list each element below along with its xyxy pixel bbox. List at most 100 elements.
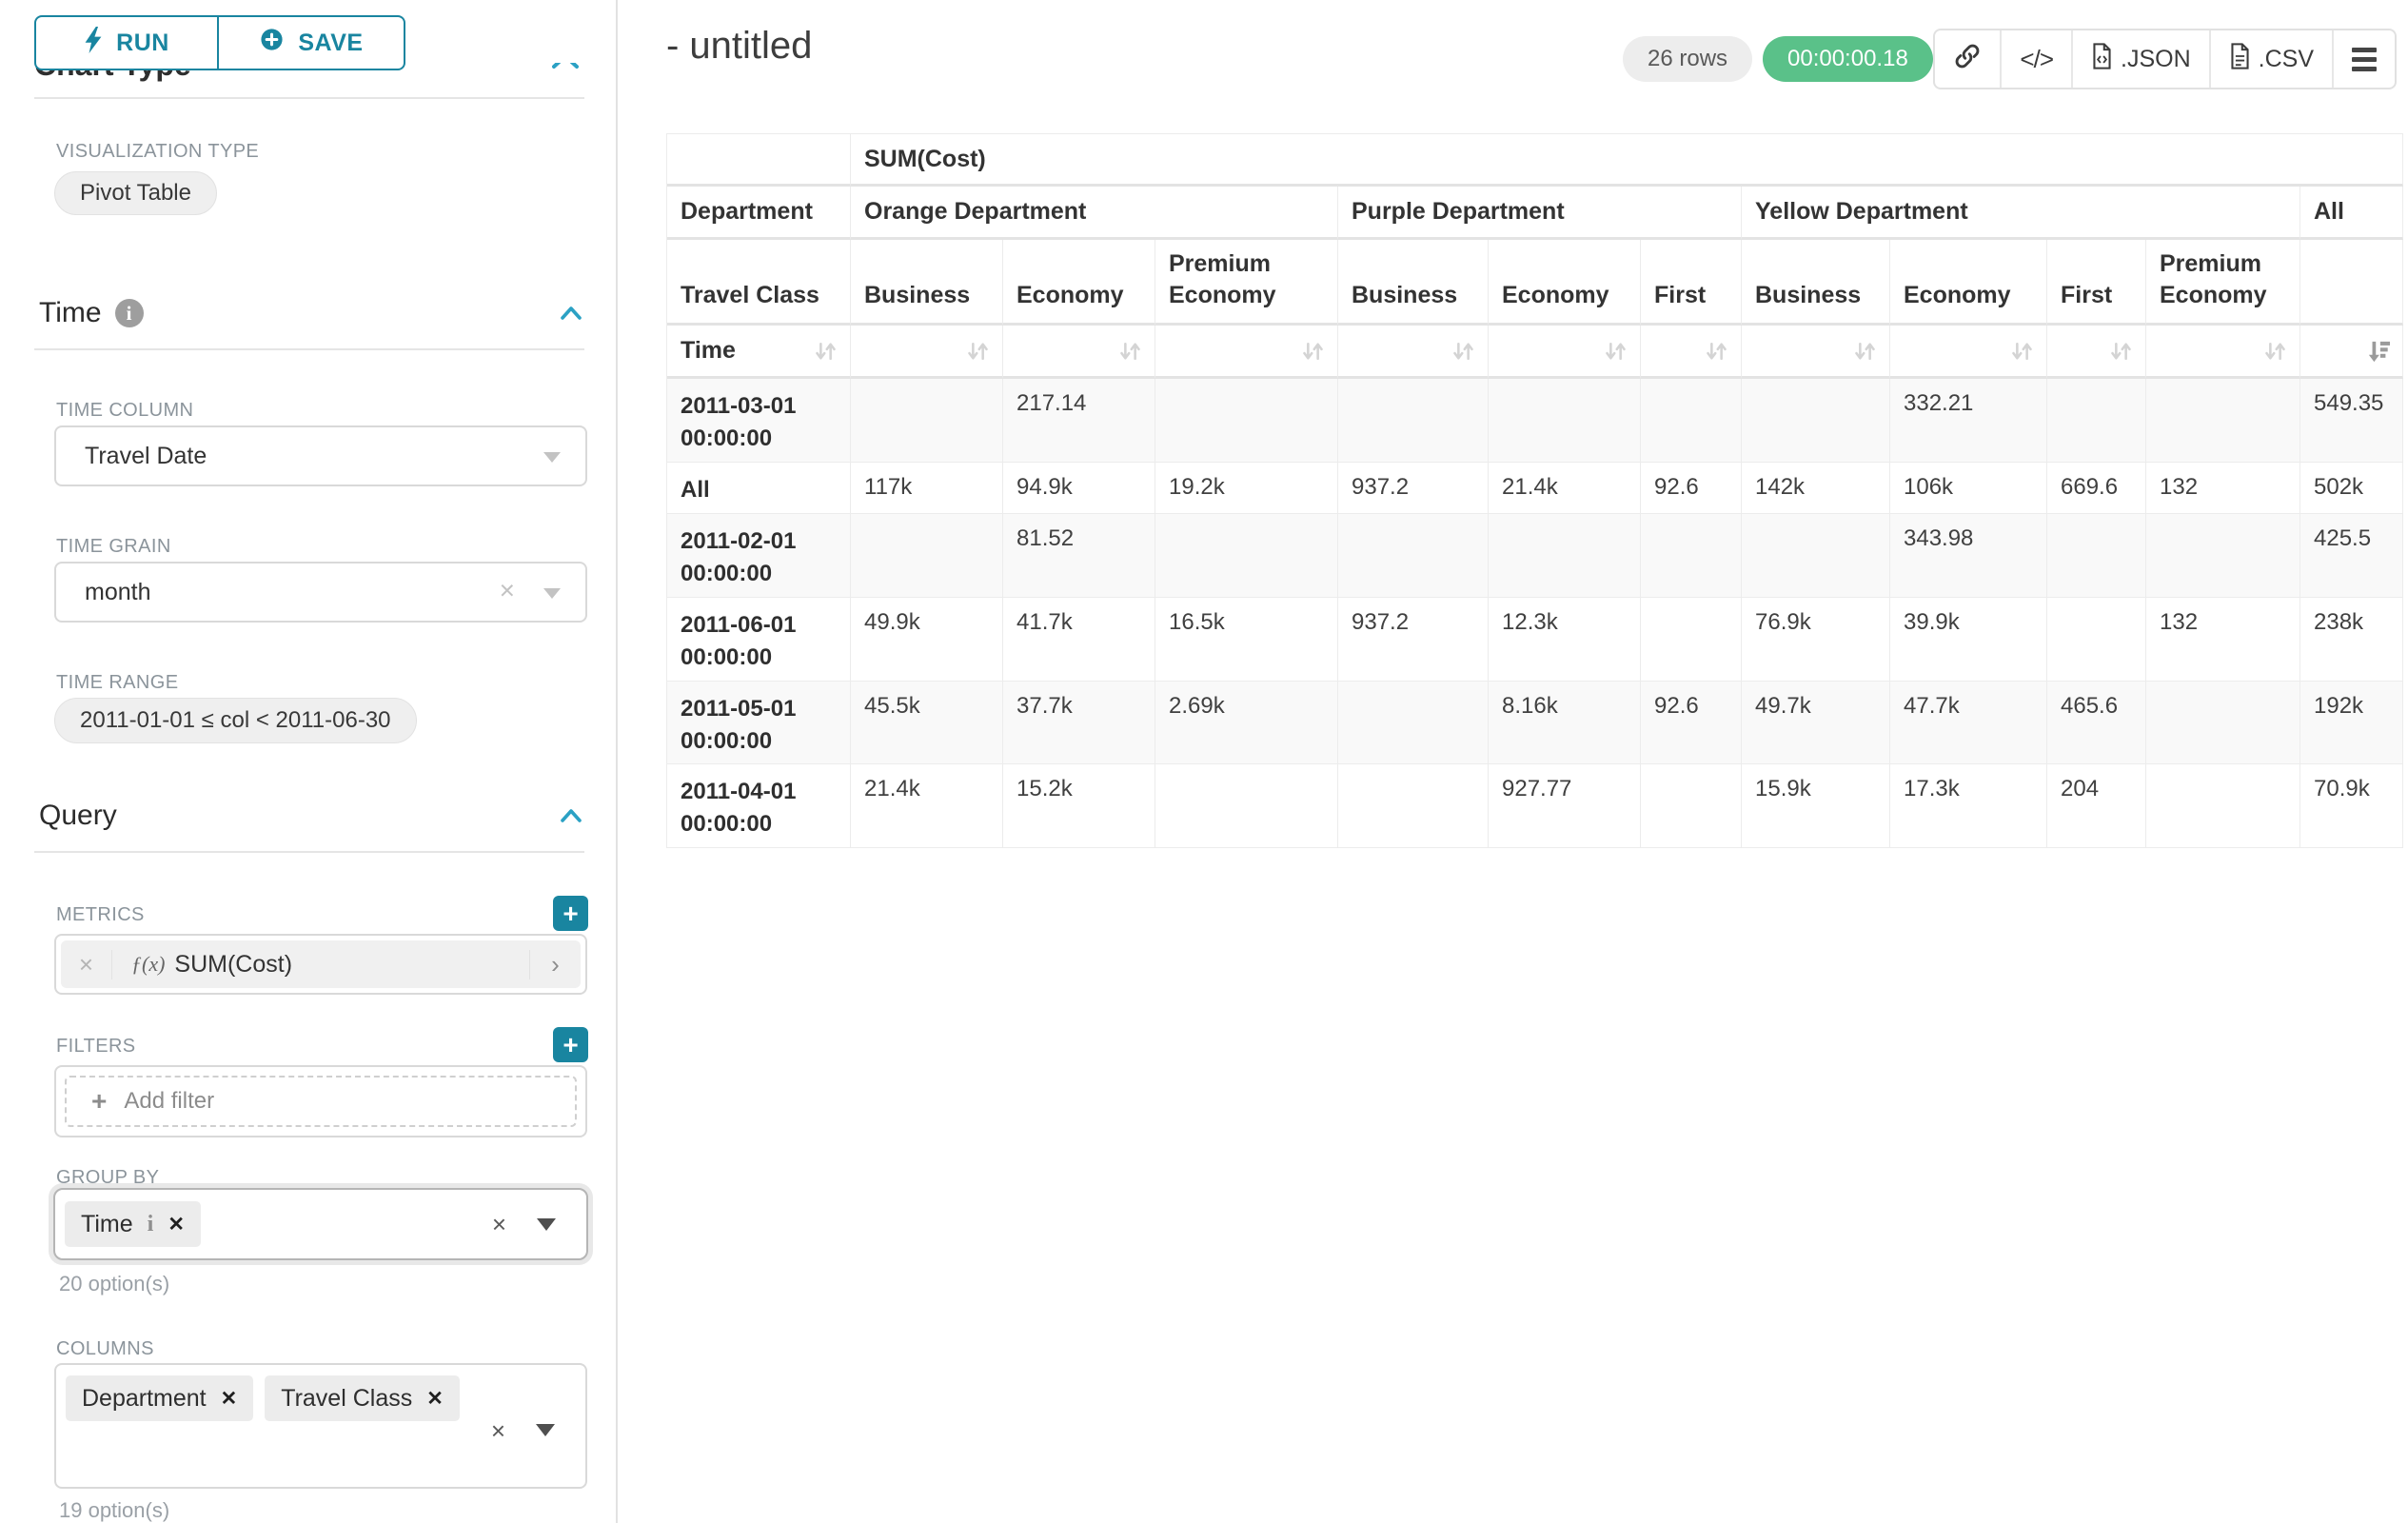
group-by-chip-time[interactable]: Time i ✕ <box>65 1201 201 1247</box>
time-range-pill[interactable]: 2011-01-01 ≤ col < 2011-06-30 <box>54 698 417 743</box>
columns-select[interactable]: Department ✕ Travel Class ✕ × <box>54 1363 587 1489</box>
query-section-header[interactable]: Query <box>39 800 117 831</box>
pivot-cell: 37.7k <box>1003 682 1155 764</box>
info-icon: i <box>114 299 144 327</box>
pivot-row-header: 2011-02-01 00:00:00 <box>667 514 851 598</box>
add-metric-button[interactable]: + <box>553 896 588 931</box>
pivot-sort-header[interactable] <box>1489 326 1641 379</box>
pivot-cell: 21.4k <box>851 764 1003 848</box>
more-options-button[interactable] <box>2332 30 2395 88</box>
chevron-up-icon[interactable] <box>544 63 586 70</box>
columns-chip-travel-class[interactable]: Travel Class ✕ <box>265 1375 460 1421</box>
copy-link-button[interactable] <box>1935 30 2000 88</box>
time-grain-select[interactable]: month × <box>54 562 587 623</box>
clear-icon[interactable]: × <box>499 575 515 605</box>
metric-chip[interactable]: × ƒ(x) SUM(Cost) › <box>61 940 581 988</box>
group-by-select[interactable]: Time i ✕ × <box>53 1188 588 1260</box>
pivot-sort-header[interactable] <box>1890 326 2047 379</box>
pivot-cell <box>1742 514 1890 598</box>
pivot-group-header: Yellow Department <box>1742 187 2300 240</box>
pivot-cell: 19.2k <box>1155 463 1338 514</box>
pivot-cell <box>1742 379 1890 463</box>
pivot-sort-header[interactable] <box>2146 326 2300 379</box>
sort-arrows-icon[interactable] <box>2262 340 2288 363</box>
pivot-cell <box>1155 764 1338 848</box>
columns-option-count: 19 option(s) <box>59 1498 170 1522</box>
sort-arrows-icon[interactable] <box>1704 340 1729 363</box>
columns-chip-department[interactable]: Department ✕ <box>66 1375 254 1421</box>
pivot-column-header: Premium Economy <box>2146 240 2300 326</box>
sort-arrows-icon[interactable] <box>2009 340 2035 363</box>
pivot-cell <box>1338 379 1489 463</box>
embed-code-button[interactable]: </> <box>2000 30 2071 88</box>
chevron-up-icon[interactable] <box>557 303 585 328</box>
pivot-sort-header[interactable] <box>1641 326 1742 379</box>
run-button[interactable]: RUN <box>34 15 219 70</box>
code-icon: </> <box>2020 44 2054 73</box>
clear-icon[interactable]: × <box>490 1416 505 1445</box>
pivot-cell <box>851 514 1003 598</box>
pivot-row-header: 2011-03-01 00:00:00 <box>667 379 851 463</box>
filters-control: + Add filter <box>54 1065 587 1137</box>
pivot-cell: 238k <box>2300 598 2403 682</box>
visualization-type-pill[interactable]: Pivot Table <box>54 171 217 215</box>
pivot-cell: 142k <box>1742 463 1890 514</box>
sort-arrows-icon[interactable] <box>1852 340 1878 363</box>
pivot-column-header: First <box>1641 240 1742 326</box>
remove-metric-icon[interactable]: × <box>61 949 112 979</box>
remove-chip-icon[interactable]: ✕ <box>426 1387 444 1410</box>
pivot-cell: 45.5k <box>851 682 1003 764</box>
pivot-sort-header[interactable] <box>2300 326 2403 379</box>
pivot-column-header: Business <box>1742 240 1890 326</box>
pivot-cell: 927.77 <box>1489 764 1641 848</box>
sort-arrows-icon[interactable] <box>1117 340 1143 363</box>
pivot-department-label: Department <box>667 187 851 240</box>
sort-arrows-icon[interactable] <box>813 340 839 363</box>
visualization-type-label: VISUALIZATION TYPE <box>56 141 260 162</box>
lightning-bolt-icon <box>84 26 103 60</box>
sort-arrows-icon[interactable] <box>2108 340 2134 363</box>
time-column-label: TIME COLUMN <box>56 400 194 421</box>
pivot-time-label: Time <box>681 337 736 364</box>
pivot-time-sort-header[interactable]: Time <box>667 326 851 379</box>
pivot-sort-header[interactable] <box>1003 326 1155 379</box>
section-divider <box>34 348 584 350</box>
add-filter-plus-button[interactable]: + <box>553 1027 588 1062</box>
run-save-button-group: RUN SAVE <box>34 15 405 70</box>
export-json-button[interactable]: .JSON <box>2071 30 2209 88</box>
time-section-header[interactable]: Time i <box>39 297 144 329</box>
sort-arrows-icon[interactable] <box>1451 340 1476 363</box>
time-column-select[interactable]: Travel Date <box>54 425 587 486</box>
filters-label: FILTERS <box>56 1036 136 1057</box>
sort-arrows-icon[interactable] <box>1300 340 1326 363</box>
pivot-sort-header[interactable] <box>1338 326 1489 379</box>
pivot-row-header: 2011-04-01 00:00:00 <box>667 764 851 848</box>
remove-chip-icon[interactable]: ✕ <box>220 1387 238 1410</box>
pivot-cell: 16.5k <box>1155 598 1338 682</box>
pivot-cell: 81.52 <box>1003 514 1155 598</box>
chevron-up-icon[interactable] <box>557 805 585 831</box>
sort-descending-icon[interactable] <box>2366 340 2391 363</box>
pivot-cell <box>1338 514 1489 598</box>
chevron-right-icon[interactable]: › <box>529 949 581 979</box>
time-range-label: TIME RANGE <box>56 672 179 693</box>
pivot-sort-header[interactable] <box>1742 326 1890 379</box>
chart-title: - untitled <box>666 25 813 67</box>
pivot-sort-header[interactable] <box>851 326 1003 379</box>
pivot-table-row: 2011-06-01 00:00:00 49.9k 41.7k 16.5k 937.2 1… <box>667 598 2403 682</box>
save-button[interactable]: SAVE <box>217 15 405 70</box>
sort-arrows-icon[interactable] <box>1603 340 1628 363</box>
pivot-cell <box>1489 514 1641 598</box>
section-divider <box>34 851 584 853</box>
pivot-metric-header: SUM(Cost) <box>851 134 2403 187</box>
add-filter-button[interactable]: + Add filter <box>65 1076 577 1127</box>
export-csv-button[interactable]: .CSV <box>2208 30 2332 88</box>
sort-arrows-icon[interactable] <box>965 340 991 363</box>
function-icon: ƒ(x) <box>131 952 166 976</box>
pivot-sort-header[interactable] <box>1155 326 1338 379</box>
pivot-sort-header[interactable] <box>2047 326 2146 379</box>
pivot-cell: 132 <box>2146 598 2300 682</box>
remove-chip-icon[interactable]: ✕ <box>168 1213 185 1236</box>
file-code-icon <box>2091 42 2113 76</box>
clear-icon[interactable]: × <box>491 1209 506 1238</box>
